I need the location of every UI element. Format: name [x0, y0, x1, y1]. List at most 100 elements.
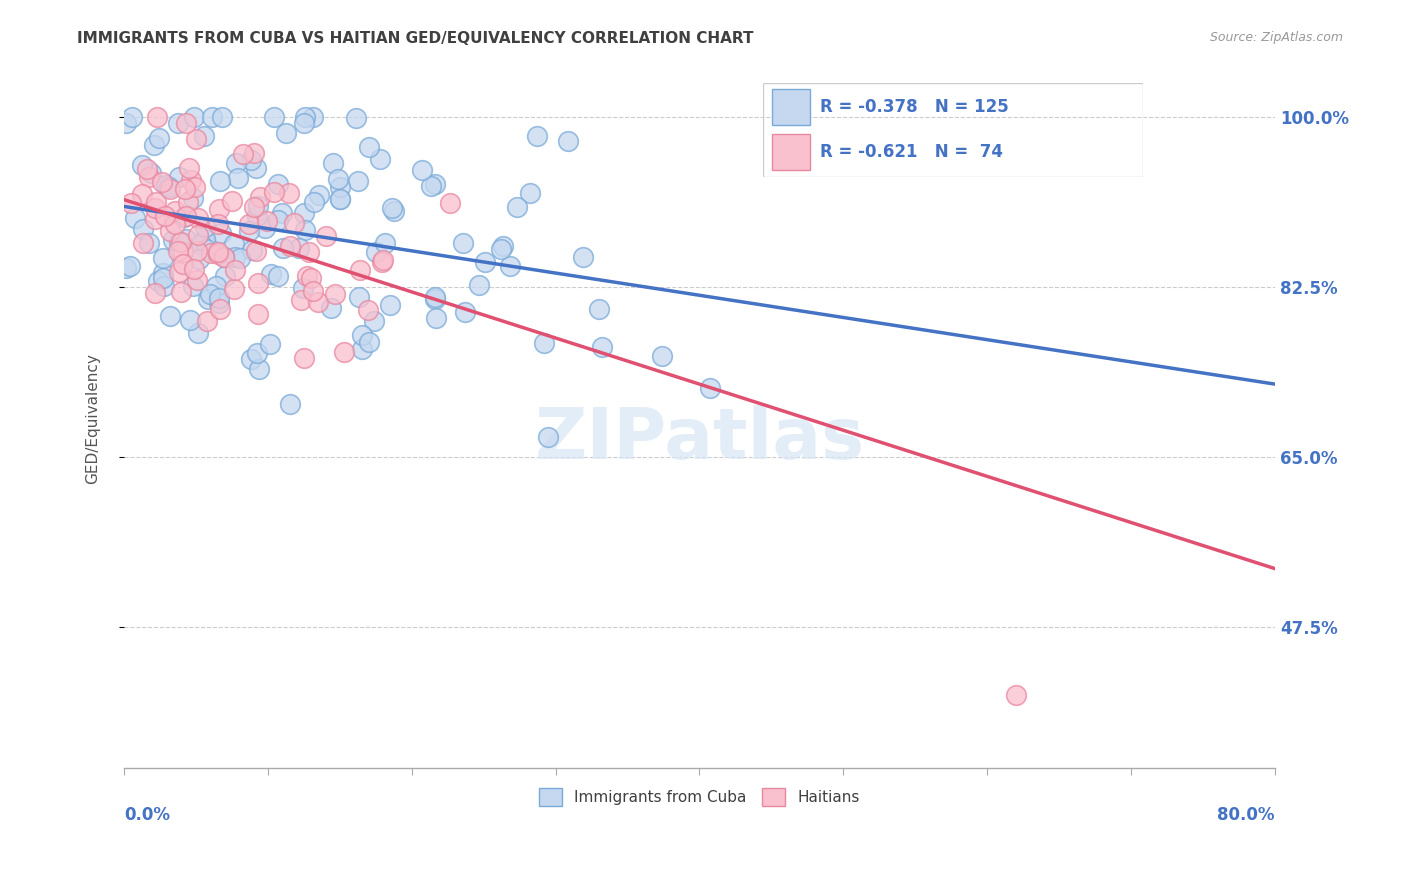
Point — [207, 245, 229, 260]
Point — [423, 290, 446, 304]
Point — [425, 310, 447, 325]
Point — [297, 269, 319, 284]
Point — [315, 228, 337, 243]
Point — [141, 166, 163, 180]
Point — [329, 192, 352, 206]
Point — [246, 209, 269, 223]
Point — [333, 345, 356, 359]
Point — [323, 287, 346, 301]
Point — [302, 110, 325, 124]
Point — [174, 209, 197, 223]
Point — [132, 236, 155, 251]
Point — [451, 235, 474, 250]
Point — [238, 224, 260, 238]
Point — [177, 195, 200, 210]
Point — [172, 245, 194, 260]
Point — [145, 195, 167, 210]
Point — [423, 292, 446, 306]
Point — [381, 201, 404, 215]
Point — [246, 307, 269, 321]
Point — [651, 349, 673, 363]
Point — [146, 274, 169, 288]
Point — [245, 161, 267, 175]
Point — [291, 281, 314, 295]
Point — [439, 195, 461, 210]
Point — [263, 185, 285, 199]
Point — [163, 204, 186, 219]
Point — [1005, 688, 1028, 702]
Point — [115, 260, 138, 275]
Point — [249, 190, 271, 204]
Point — [347, 290, 370, 304]
Point — [238, 218, 260, 232]
Point — [232, 146, 254, 161]
Point — [187, 326, 209, 341]
Point — [209, 174, 232, 188]
Point — [166, 244, 188, 258]
Point — [350, 342, 373, 356]
Point — [298, 244, 321, 259]
Point — [172, 257, 194, 271]
Point — [299, 271, 322, 285]
Point — [290, 293, 312, 308]
Point — [208, 295, 231, 310]
Point — [114, 115, 136, 129]
Point — [347, 174, 370, 188]
Point — [359, 140, 381, 154]
Point — [121, 110, 143, 124]
Point — [226, 171, 249, 186]
Point — [179, 313, 201, 327]
Point — [301, 285, 323, 299]
Point — [211, 227, 233, 241]
Point — [170, 235, 193, 250]
Point — [371, 255, 394, 269]
Point — [120, 196, 142, 211]
Point — [374, 235, 396, 250]
Point — [266, 177, 288, 191]
Point — [256, 214, 278, 228]
Point — [247, 198, 270, 212]
Point — [259, 337, 281, 351]
Point — [183, 110, 205, 124]
Point — [208, 202, 231, 216]
Point — [194, 219, 217, 234]
Point — [184, 180, 207, 194]
Point — [368, 152, 391, 166]
Point — [131, 187, 153, 202]
Point — [211, 110, 233, 124]
Point — [167, 235, 190, 250]
Point — [204, 278, 226, 293]
Point — [190, 237, 212, 252]
Point — [242, 146, 264, 161]
Point — [253, 221, 276, 235]
Point — [143, 286, 166, 301]
Point — [499, 259, 522, 273]
Point — [240, 243, 263, 257]
Point — [225, 156, 247, 170]
Point — [222, 282, 245, 296]
Point — [143, 137, 166, 152]
Point — [572, 250, 595, 264]
Point — [328, 172, 350, 186]
Point — [193, 129, 215, 144]
Point — [588, 301, 610, 316]
Point — [228, 251, 250, 265]
Point — [533, 336, 555, 351]
Point — [474, 255, 496, 269]
Point — [591, 340, 613, 354]
Point — [150, 175, 173, 189]
Point — [292, 351, 315, 365]
Point — [143, 201, 166, 215]
Point — [145, 110, 167, 124]
Point — [329, 179, 352, 194]
Point — [198, 287, 221, 301]
Point — [270, 206, 292, 220]
Point — [159, 310, 181, 324]
Point — [271, 241, 294, 255]
Point — [420, 179, 443, 194]
Point — [124, 211, 146, 226]
Point — [267, 269, 290, 284]
Point — [197, 292, 219, 306]
Point — [371, 252, 394, 267]
Point — [201, 110, 224, 124]
